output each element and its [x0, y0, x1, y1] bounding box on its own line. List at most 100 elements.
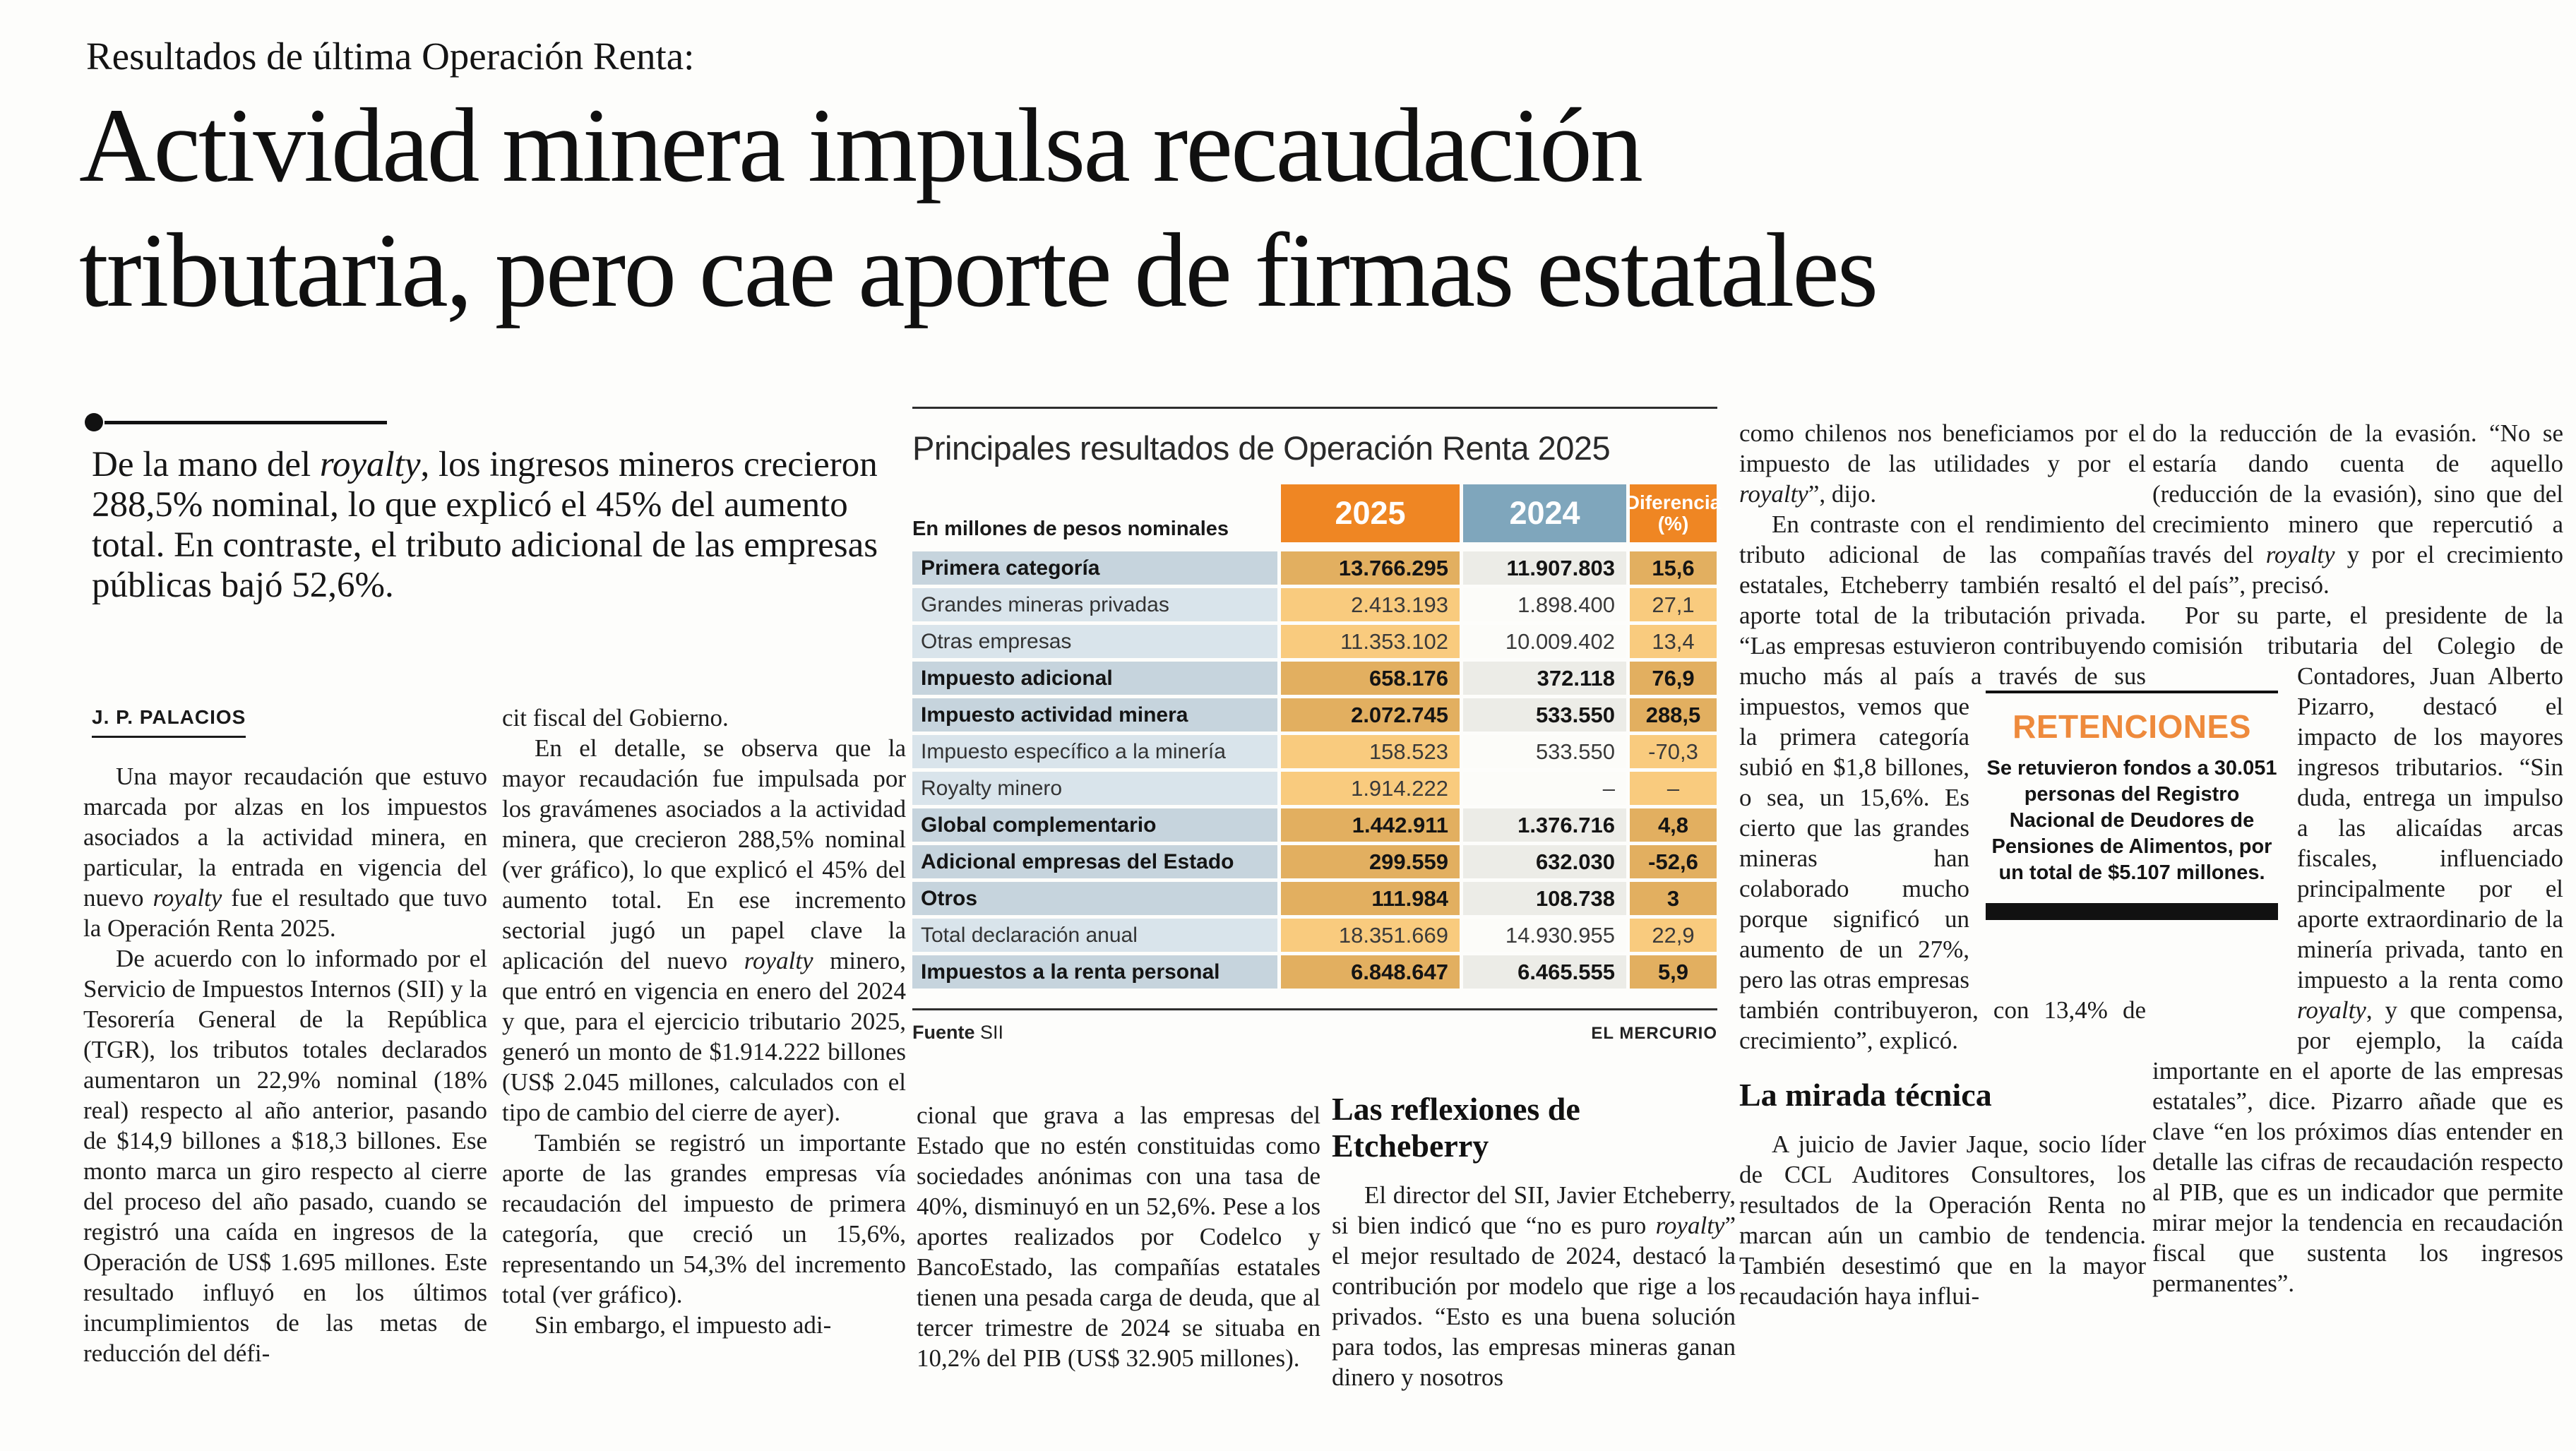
text: En el detalle, se observa que la mayor r… [502, 734, 906, 974]
paragraph: Por su parte, el presidente de la comisi… [2152, 600, 2563, 1298]
graphic-footer: Fuente SII EL MERCURIO [912, 1008, 1717, 1044]
text: De la mano del [92, 445, 320, 484]
column-5-text-bottom: A juicio de Javier Jaque, socio líder de… [1739, 1129, 2146, 1311]
column-header-2025: 2025 [1281, 484, 1460, 542]
italic-text: royalty [744, 947, 813, 974]
text: Por su parte, el presidente de la comisi… [2152, 602, 2563, 690]
results-graphic: Principales resultados de Operación Rent… [912, 407, 1721, 1044]
infobox-bottom-bar [1986, 903, 2278, 920]
row-value-2024: 11.907.803 [1463, 551, 1626, 585]
paragraph: Sin embargo, el impuesto adi- [502, 1310, 906, 1340]
text: En contraste con el rendimiento del trib… [1739, 510, 2146, 720]
text: como chilenos nos beneficiamos por el im… [1739, 419, 2146, 477]
text: De acuerdo con lo informado por el Servi… [83, 945, 487, 1367]
paragraph: do la reducción de la evasión. “No se es… [2152, 418, 2563, 600]
headline-line1: Actividad minera impulsa recaudación [79, 87, 1643, 204]
italic-text: royalty [1655, 1212, 1725, 1239]
row-value-diff: 3 [1630, 882, 1717, 915]
paragraph: cional que grava a las empresas del Esta… [917, 1100, 1320, 1373]
text: , y que compensa, por ejemplo, la caída … [2152, 996, 2563, 1297]
row-label: Adicional empresas del Estado [912, 845, 1277, 878]
unit-label: En millones de pesos nominales [912, 518, 1229, 540]
kicker: Resultados de última Operación Renta: [86, 35, 695, 78]
paragraph: También se registró un importante aporte… [502, 1128, 906, 1310]
row-value-2024: 10.009.402 [1463, 625, 1626, 658]
paragraph: como chilenos nos beneficiamos por el im… [1739, 418, 2146, 509]
text: cit fiscal del Gobierno. [502, 704, 729, 732]
column-header-2024: 2024 [1463, 484, 1626, 542]
row-value-diff: -70,3 [1630, 735, 1717, 768]
paragraph: A juicio de Javier Jaque, socio líder de… [1739, 1129, 2146, 1311]
row-label: Primera categoría [912, 551, 1277, 585]
italic-text: royalty [1739, 480, 1808, 508]
row-value-2025: 6.848.647 [1281, 955, 1460, 989]
row-label: Otras empresas [912, 625, 1277, 658]
row-value-diff: 22,9 [1630, 919, 1717, 952]
row-label: Grandes mineras privadas [912, 588, 1277, 621]
row-value-2024: 533.550 [1463, 735, 1626, 768]
row-value-2025: 658.176 [1281, 662, 1460, 695]
article-column-6: do la reducción de la evasión. “No se es… [2152, 418, 2563, 1298]
headline: Actividad minera impulsa recaudación tri… [79, 83, 2536, 333]
row-value-2024: 1.898.400 [1463, 588, 1626, 621]
lede: De la mano del royalty, los ingresos min… [92, 445, 907, 606]
italic-text: royalty [319, 445, 421, 484]
row-value-2025: 18.351.669 [1281, 919, 1460, 952]
subhead-reflexiones: Las reflexiones de Etcheberry [1332, 1091, 1580, 1164]
paragraph: En contraste con el rendimiento del trib… [1739, 509, 2146, 1056]
byline: J. P. PALACIOS [92, 706, 246, 738]
text: ” el mejor resultado de 2024, destacó la… [1332, 1212, 1736, 1391]
article-column-4: Las reflexiones de Etcheberry El directo… [1332, 1091, 1736, 1392]
row-value-diff: 4,8 [1630, 808, 1717, 842]
row-value-2024: 1.376.716 [1463, 808, 1626, 842]
italic-text: royalty [2297, 996, 2366, 1024]
text: cional que grava a las empresas del Esta… [917, 1101, 1320, 1372]
row-value-diff: 5,9 [1630, 955, 1717, 989]
row-value-diff: -52,6 [1630, 845, 1717, 878]
source-name: SII [980, 1022, 1004, 1043]
lede-marker [85, 413, 387, 433]
row-value-diff: 13,4 [1630, 625, 1717, 658]
column-5-text-top: como chilenos nos beneficiamos por el im… [1739, 418, 2146, 1056]
column-header-diff: Diferencia (%) [1626, 484, 1721, 542]
row-value-diff: 27,1 [1630, 588, 1717, 621]
row-value-2025: 158.523 [1281, 735, 1460, 768]
lede-rule [105, 420, 387, 424]
text: fue el resultado que tuvo la Operación R… [83, 884, 487, 942]
row-label: Royalty minero [912, 772, 1277, 805]
headline-line2: tributaria, pero cae aporte de firmas es… [79, 212, 1878, 329]
row-value-2025: 2.072.745 [1281, 698, 1460, 732]
paragraph: De la mano del royalty, los ingresos min… [92, 445, 907, 606]
row-value-2025: 11.353.102 [1281, 625, 1460, 658]
row-value-2025: 13.766.295 [1281, 551, 1460, 585]
article-column-5: como chilenos nos beneficiamos por el im… [1739, 418, 2146, 1311]
row-value-2024: – [1463, 772, 1626, 805]
text: A juicio de Javier Jaque, socio líder de… [1739, 1130, 2146, 1310]
source-label: Fuente [912, 1022, 975, 1043]
source: Fuente SII [912, 1022, 1003, 1044]
row-label: Total declaración anual [912, 919, 1277, 952]
row-value-2025: 1.442.911 [1281, 808, 1460, 842]
paragraph: cit fiscal del Gobierno. [502, 703, 906, 733]
row-label: Impuesto específico a la minería [912, 735, 1277, 768]
row-label: Global complementario [912, 808, 1277, 842]
subhead-mirada: La mirada técnica [1739, 1077, 1992, 1113]
row-label: Impuesto adicional [912, 662, 1277, 695]
diff-header-line2: (%) [1657, 513, 1689, 535]
row-value-2024: 632.030 [1463, 845, 1626, 878]
infobox-text: Se retuvieron fondos a 30.051 personas d… [1986, 757, 2277, 884]
text: minero, que entró en vigencia en enero d… [502, 947, 907, 1126]
diff-header-line1: Diferencia [1625, 491, 1722, 513]
row-value-2024: 372.118 [1463, 662, 1626, 695]
italic-text: royalty [153, 884, 222, 912]
text: El director del SII, Javier Etcheberry, … [1332, 1181, 1736, 1239]
row-value-2025: 1.914.222 [1281, 772, 1460, 805]
graphic-title: Principales resultados de Operación Rent… [912, 429, 1611, 467]
infobox-title: RETENCIONES [2012, 708, 2251, 745]
text: Juan Alberto Pizarro, destacó el impacto… [2297, 662, 2563, 993]
text: vemos que la primera categoría subió en … [1739, 693, 2146, 1054]
row-value-2024: 14.930.955 [1463, 919, 1626, 952]
column-4-text: El director del SII, Javier Etcheberry, … [1332, 1180, 1736, 1392]
italic-text: royalty [2265, 541, 2335, 568]
